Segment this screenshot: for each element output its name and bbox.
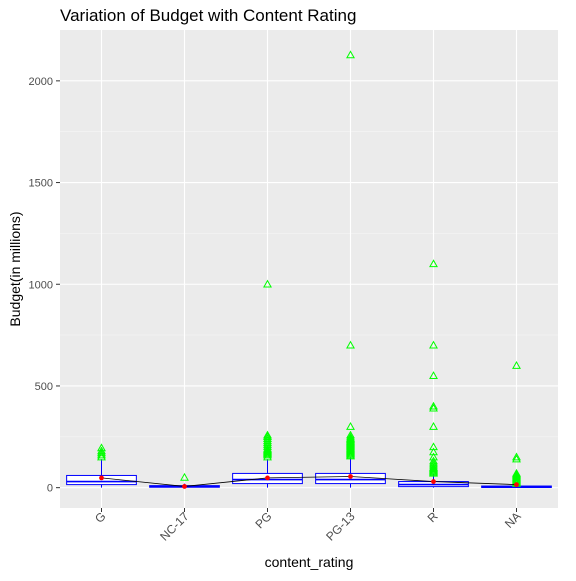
outlier-point bbox=[346, 430, 355, 439]
y-tick-label: 2000 bbox=[29, 76, 53, 88]
outlier-point bbox=[97, 448, 106, 457]
outlier-point bbox=[429, 462, 438, 471]
mean-point bbox=[348, 474, 353, 479]
outlier-point bbox=[429, 452, 438, 461]
outlier-point bbox=[263, 436, 272, 445]
mean-point bbox=[431, 479, 436, 484]
outlier-point bbox=[97, 443, 106, 452]
outlier-point bbox=[429, 403, 438, 412]
y-axis-label: Budget(in millions) bbox=[7, 211, 23, 326]
outlier-point bbox=[263, 442, 272, 451]
mean-point bbox=[99, 475, 104, 481]
outlier-point bbox=[429, 458, 438, 467]
outlier-point bbox=[429, 422, 438, 430]
outlier-point bbox=[429, 371, 438, 379]
x-tick-label: NC-17 bbox=[157, 509, 192, 544]
outlier-point bbox=[346, 340, 355, 349]
outlier-point bbox=[429, 456, 438, 465]
outlier-point bbox=[429, 259, 438, 268]
outlier-point bbox=[512, 454, 521, 463]
outlier-point bbox=[512, 468, 521, 477]
outlier-point bbox=[346, 434, 355, 443]
outlier-point bbox=[512, 452, 521, 461]
y-tick-label: 0 bbox=[47, 483, 53, 495]
outlier-point bbox=[346, 436, 355, 445]
outlier-point bbox=[263, 434, 272, 443]
y-tick-label: 1000 bbox=[29, 279, 53, 291]
mean-line bbox=[101, 476, 517, 487]
mean-point bbox=[182, 484, 187, 489]
outlier-point bbox=[429, 442, 438, 451]
y-tick-label: 1500 bbox=[29, 178, 53, 190]
outlier-point bbox=[97, 452, 106, 461]
outlier-point bbox=[97, 450, 106, 459]
outlier-point bbox=[263, 440, 272, 449]
outlier-point bbox=[263, 432, 272, 441]
x-tick-label: PG-13 bbox=[323, 509, 358, 544]
outlier-point bbox=[263, 438, 272, 447]
outlier-point bbox=[429, 447, 438, 456]
x-tick-label: R bbox=[425, 509, 441, 525]
outlier-point bbox=[263, 279, 272, 288]
x-tick-label: NA bbox=[502, 509, 524, 531]
outlier-point bbox=[346, 422, 355, 430]
outlier-point bbox=[512, 469, 521, 478]
outlier-point bbox=[346, 432, 355, 441]
mean-point bbox=[514, 482, 519, 488]
outlier-point bbox=[263, 446, 272, 455]
outlier-point bbox=[263, 444, 272, 453]
chart-title: Variation of Budget with Content Rating bbox=[60, 6, 357, 25]
outlier-point bbox=[429, 464, 438, 473]
outlier-point bbox=[429, 401, 438, 410]
outlier-point bbox=[263, 430, 272, 439]
outlier-point bbox=[346, 50, 355, 59]
outlier-point bbox=[346, 435, 355, 444]
plot-panel bbox=[60, 30, 558, 508]
mean-point bbox=[265, 475, 270, 481]
y-tick-label: 500 bbox=[35, 381, 53, 393]
outlier-point bbox=[180, 472, 189, 481]
outlier-point bbox=[429, 460, 438, 469]
x-axis-label: content_rating bbox=[265, 554, 354, 570]
outlier-point bbox=[429, 340, 438, 349]
x-tick-label: G bbox=[92, 509, 109, 526]
x-tick-label: PG bbox=[252, 509, 274, 531]
outlier-point bbox=[512, 470, 521, 479]
outlier-point bbox=[512, 361, 521, 369]
